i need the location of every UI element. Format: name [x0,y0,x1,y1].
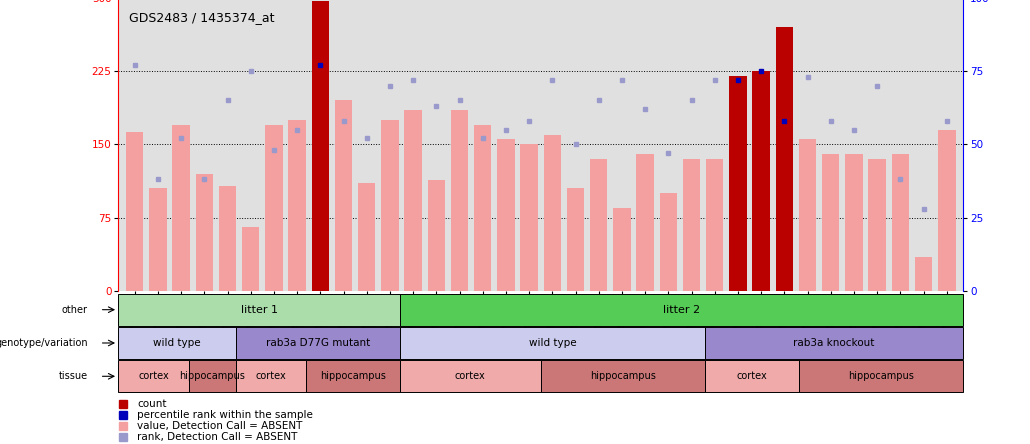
Bar [126,131,143,291]
Text: rank, Detection Call = ABSENT: rank, Detection Call = ABSENT [137,432,298,442]
Bar [400,361,541,392]
Bar [846,154,863,291]
Bar [188,361,236,392]
Bar [799,139,817,291]
Text: count: count [137,399,167,409]
Bar [683,159,700,291]
Text: cortex: cortex [138,371,169,381]
Bar [659,193,677,291]
Bar [172,125,190,291]
Bar [566,188,584,291]
Text: litter 2: litter 2 [663,305,700,315]
Bar [613,208,630,291]
Bar [938,130,956,291]
Bar [637,154,654,291]
Bar [306,361,400,392]
Text: hippocampus: hippocampus [848,371,914,381]
Bar [118,294,400,326]
Bar [868,159,886,291]
Bar [236,327,400,359]
Bar [799,361,963,392]
Text: genotype/variation: genotype/variation [0,338,88,348]
Bar [892,154,909,291]
Bar [776,27,793,291]
Bar [520,144,538,291]
Bar [544,135,561,291]
Bar [400,327,705,359]
Bar [822,154,839,291]
Text: hippocampus: hippocampus [179,371,245,381]
Bar [118,327,236,359]
Bar [196,174,213,291]
Text: cortex: cortex [455,371,486,381]
Bar [218,186,236,291]
Bar [729,76,747,291]
Text: cortex: cortex [255,371,286,381]
Bar [312,1,329,291]
Bar [451,110,469,291]
Bar [497,139,515,291]
Bar [335,100,352,291]
Text: wild type: wild type [153,338,201,348]
Text: percentile rank within the sample: percentile rank within the sample [137,410,313,420]
Bar [541,361,705,392]
Text: GDS2483 / 1435374_at: GDS2483 / 1435374_at [129,12,274,24]
Bar [915,257,932,291]
Bar [236,361,306,392]
Text: value, Detection Call = ABSENT: value, Detection Call = ABSENT [137,421,303,431]
Bar [427,180,445,291]
Bar [400,294,963,326]
Text: litter 1: litter 1 [241,305,278,315]
Bar [590,159,608,291]
Text: hippocampus: hippocampus [320,371,386,381]
Bar [707,159,723,291]
Bar [358,183,375,291]
Bar [381,120,399,291]
Text: tissue: tissue [59,371,88,381]
Bar [705,327,963,359]
Bar [118,361,188,392]
Text: rab3a knockout: rab3a knockout [793,338,874,348]
Bar [265,125,282,291]
Bar [405,110,422,291]
Text: other: other [62,305,88,315]
Bar [242,227,260,291]
Bar [149,188,167,291]
Bar [474,125,491,291]
Text: cortex: cortex [736,371,767,381]
Bar [753,71,769,291]
Text: hippocampus: hippocampus [590,371,656,381]
Bar [705,361,799,392]
Text: rab3a D77G mutant: rab3a D77G mutant [266,338,370,348]
Bar [288,120,306,291]
Text: wild type: wild type [528,338,577,348]
